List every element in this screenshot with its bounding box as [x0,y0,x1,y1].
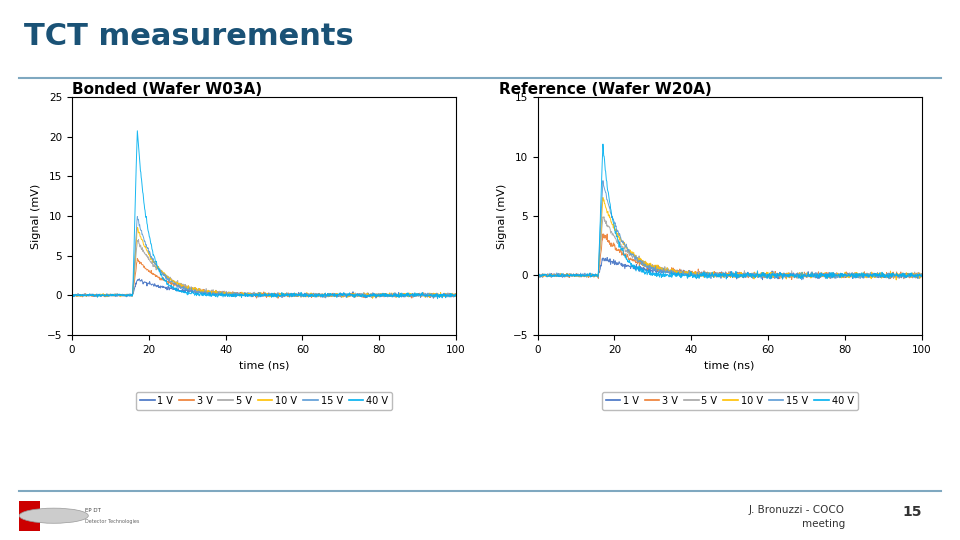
Text: 15: 15 [902,505,922,519]
Text: meeting: meeting [802,519,845,530]
Y-axis label: Signal (mV): Signal (mV) [32,184,41,248]
Text: TCT measurements: TCT measurements [24,22,353,51]
X-axis label: time (ns): time (ns) [705,360,755,370]
Legend: 1 V, 3 V, 5 V, 10 V, 15 V, 40 V: 1 V, 3 V, 5 V, 10 V, 15 V, 40 V [136,392,392,410]
Text: J. Bronuzzi - COCO: J. Bronuzzi - COCO [749,505,845,515]
Bar [19,501,40,531]
Text: Bonded (Wafer W03A): Bonded (Wafer W03A) [72,82,262,97]
Legend: 1 V, 3 V, 5 V, 10 V, 15 V, 40 V: 1 V, 3 V, 5 V, 10 V, 15 V, 40 V [602,392,857,410]
Text: EP DT: EP DT [84,508,101,512]
Text: Detector Technologies: Detector Technologies [84,519,139,524]
Text: Reference (Wafer W20A): Reference (Wafer W20A) [499,82,712,97]
Circle shape [19,508,88,523]
Y-axis label: Signal (mV): Signal (mV) [497,184,507,248]
X-axis label: time (ns): time (ns) [239,360,289,370]
